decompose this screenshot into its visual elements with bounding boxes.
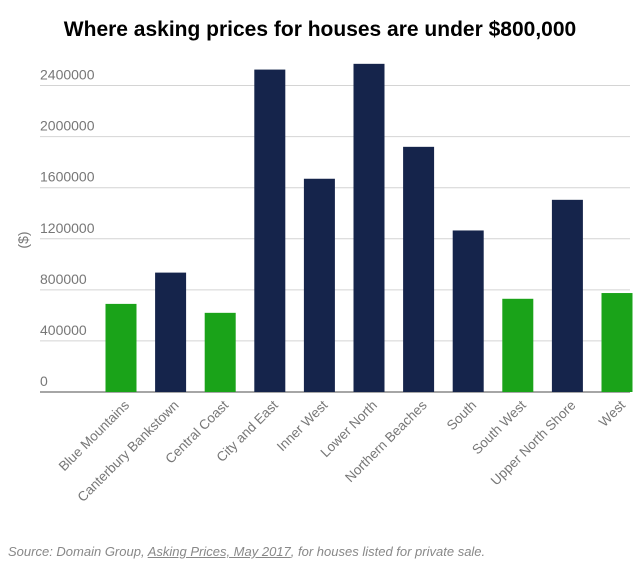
bar	[254, 69, 286, 393]
chart-title: Where asking prices for houses are under…	[63, 18, 577, 41]
y-tick-label: 400000	[40, 322, 87, 338]
bar	[452, 230, 484, 392]
bar	[155, 272, 187, 392]
bar	[204, 312, 236, 392]
source-prefix: Source: Domain Group,	[8, 544, 148, 559]
source-link[interactable]: Asking Prices, May 2017	[147, 544, 291, 559]
y-tick-label: 800000	[40, 271, 87, 287]
y-tick-label: 2000000	[40, 118, 95, 134]
bar	[551, 199, 583, 392]
y-tick-label: 1200000	[40, 220, 95, 236]
bar-chart: 0 400000 800000 1200000 1600000 2000000 240000…	[15, 63, 633, 505]
x-tick-label: South	[444, 398, 480, 434]
source-note: Source: Domain Group, Asking Prices, May…	[8, 544, 485, 559]
bar	[502, 298, 534, 392]
y-tick-label: 0	[40, 373, 48, 389]
source-suffix: , for houses listed for private sale.	[290, 544, 486, 559]
bar	[105, 303, 137, 392]
y-tick-label: 2400000	[40, 67, 95, 83]
bar	[403, 146, 435, 392]
y-tick-label: 1600000	[40, 169, 95, 185]
bar	[353, 63, 385, 392]
x-tick-label: Upper North Shore	[488, 398, 579, 489]
y-axis-label: ($)	[15, 231, 31, 248]
bar	[601, 293, 633, 392]
bar	[303, 178, 335, 392]
x-tick-label: Canterbury Bankstown	[75, 398, 182, 505]
x-tick-label: West	[596, 397, 628, 429]
